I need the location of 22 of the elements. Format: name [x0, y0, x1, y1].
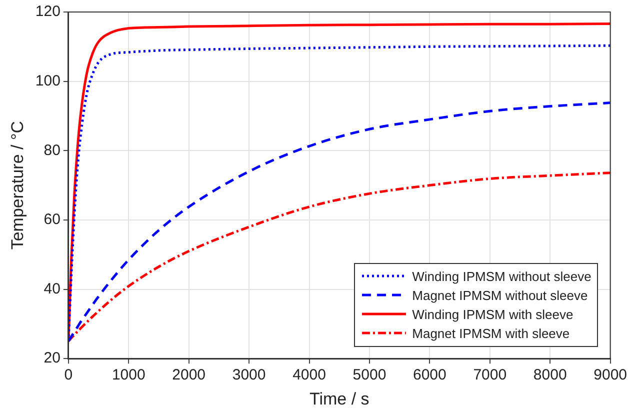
y-tick-label: 120 — [35, 3, 60, 20]
x-tick-label: 3000 — [232, 366, 266, 384]
x-tick-label: 6000 — [413, 366, 446, 384]
y-tick-label: 60 — [44, 211, 60, 228]
x-tick-label: 8000 — [533, 366, 567, 384]
y-axis-title: Temperature / °C — [8, 120, 27, 250]
x-tick-label: 0 — [64, 366, 73, 384]
x-axis-title: Time / s — [309, 389, 370, 408]
x-tick-label: 4000 — [292, 366, 326, 384]
legend-label: Winding IPMSM with sleeve — [412, 306, 574, 324]
y-tick-label: 40 — [44, 280, 60, 298]
x-tick-label: 2000 — [172, 366, 206, 384]
x-tick-label: 7000 — [473, 366, 507, 384]
x-tick-label: 9000 — [594, 366, 628, 384]
legend-label: Magnet IPMSM with sleeve — [412, 324, 570, 343]
y-tick-label: 100 — [35, 72, 60, 90]
y-tick-label: 20 — [44, 350, 60, 367]
legend-label: Magnet IPMSM without sleeve — [412, 286, 588, 305]
x-tick-label: 1000 — [112, 366, 146, 384]
y-tick-label: 80 — [44, 142, 60, 159]
x-tick-label: 5000 — [352, 366, 386, 384]
legend-label: Winding IPMSM without sleeve — [412, 268, 592, 286]
